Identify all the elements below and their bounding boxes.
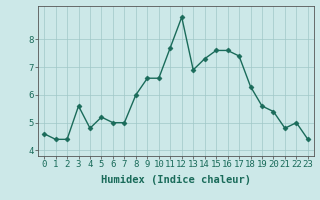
X-axis label: Humidex (Indice chaleur): Humidex (Indice chaleur) xyxy=(101,175,251,185)
